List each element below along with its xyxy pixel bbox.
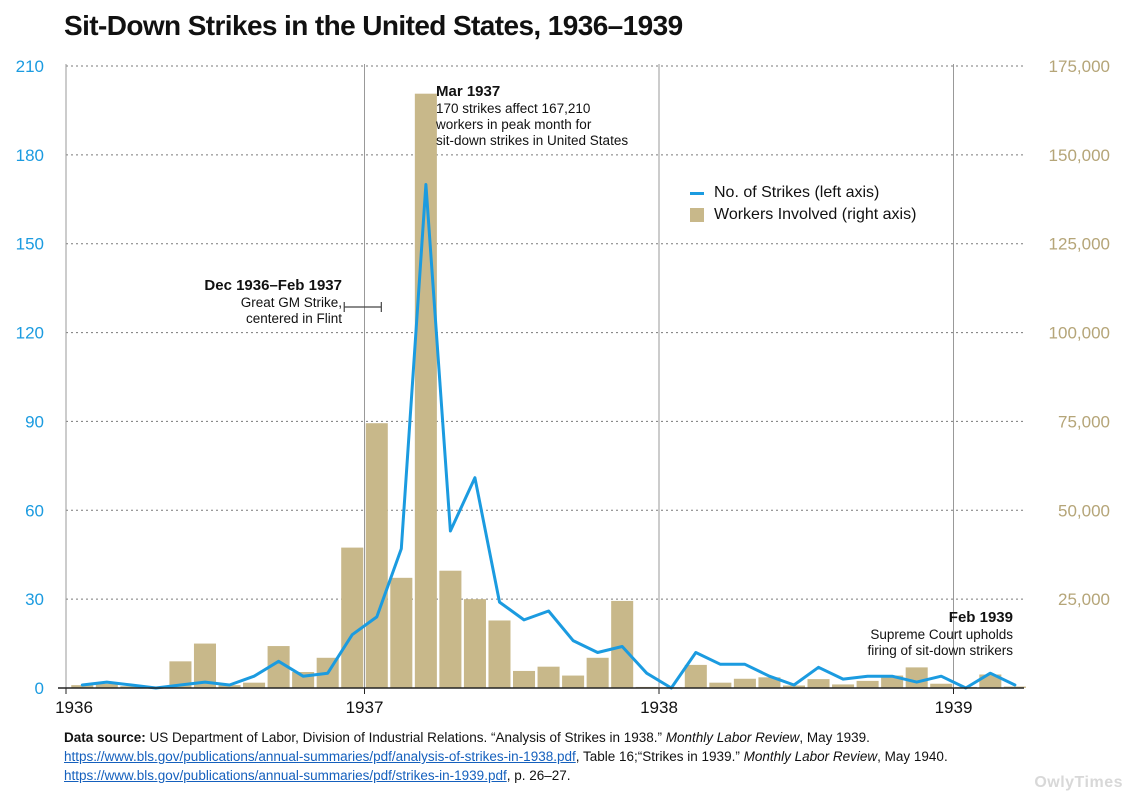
bar-workers-involved: [120, 686, 143, 688]
bar-workers-involved: [439, 570, 462, 688]
bar-workers-involved: [807, 679, 830, 688]
annotation-line: 170 strikes affect 167,210: [436, 101, 591, 116]
annotation-gm-strike: Dec 1936–Feb 1937 Great GM Strike, cente…: [160, 276, 342, 327]
bar-workers-involved: [586, 657, 609, 688]
annotation-heading: Mar 1937: [436, 83, 501, 100]
source-text: , p. 26–27.: [506, 768, 571, 783]
chart-title: Sit-Down Strikes in the United States, 1…: [64, 10, 683, 41]
right-axis-tick-label: 175,000: [1049, 57, 1110, 76]
bar-workers-involved: [709, 682, 732, 688]
bar-workers-involved: [684, 664, 707, 688]
left-axis-tick-label: 120: [16, 324, 44, 343]
bar-workers-involved: [243, 682, 266, 688]
bar-workers-involved: [856, 680, 879, 688]
chart-legend: No. of Strikes (left axis) Workers Invol…: [690, 182, 916, 226]
right-axis-tick-label: 75,000: [1058, 412, 1110, 431]
bar-workers-involved: [193, 643, 216, 688]
bar-workers-involved: [905, 667, 928, 688]
left-axis-tick-label: 150: [16, 235, 44, 254]
line-number-of-strikes: [80, 183, 1017, 690]
left-axis-tick-label: 180: [16, 146, 44, 165]
annotation-line: centered in Flint: [245, 311, 342, 326]
right-axis-tick-label: 125,000: [1049, 235, 1110, 254]
bar-workers-involved: [758, 677, 781, 688]
bar-workers-involved: [414, 93, 437, 689]
source-text: US Department of Labor, Division of Indu…: [145, 730, 666, 745]
left-axis-tick-label: 0: [35, 679, 44, 698]
right-axis-tick-label: 25,000: [1058, 590, 1110, 609]
x-axis-tick-label: 1937: [346, 698, 384, 717]
left-axis-tick-label: 90: [25, 412, 44, 431]
annotation-heading: Dec 1936–Feb 1937: [204, 277, 342, 294]
bar-workers-involved: [267, 646, 290, 688]
legend-label: No. of Strikes (left axis): [714, 184, 880, 201]
legend-bar-swatch: [690, 208, 704, 222]
bar-workers-involved: [513, 670, 536, 688]
bar-workers-involved: [782, 685, 805, 688]
bar-workers-involved: [930, 683, 953, 688]
source-link-1939[interactable]: https://www.bls.gov/publications/annual-…: [64, 768, 507, 783]
bar-workers-involved: [218, 685, 241, 688]
right-axis-tick-label: 100,000: [1049, 324, 1110, 343]
source-journal: Monthly Labor Review: [665, 730, 800, 745]
left-axis-tick-label: 30: [25, 590, 44, 609]
source-text: , May 1939.: [799, 730, 870, 745]
legend-line-swatch: [690, 191, 704, 195]
right-axis-tick-label: 150,000: [1049, 146, 1110, 165]
annotation-line: workers in peak month for: [436, 117, 592, 132]
bar-workers-involved: [488, 620, 511, 688]
legend-entry-workers: Workers Involved (right axis): [690, 204, 916, 226]
x-axis-tick-label: 1938: [640, 698, 678, 717]
source-journal: Monthly Labor Review: [743, 749, 878, 764]
left-axis-tick-label: 60: [25, 501, 44, 520]
source-label: Data source:: [64, 730, 146, 745]
bar-workers-involved: [611, 600, 634, 688]
right-axis-tick-label: 50,000: [1058, 501, 1110, 520]
x-axis-tick-label: 1939: [935, 698, 973, 717]
watermark-logo: OwlyTimes: [1034, 774, 1123, 791]
annotation-feb-1939: Feb 1939 Supreme Court upholds firing of…: [813, 608, 1013, 659]
legend-entry-strikes: No. of Strikes (left axis): [690, 182, 916, 204]
source-text: , Table 16;“Strikes in 1939.”: [575, 749, 744, 764]
annotation-line: Great GM Strike,: [240, 295, 342, 310]
legend-label: Workers Involved (right axis): [714, 206, 917, 223]
bar-workers-involved: [832, 684, 855, 688]
annotation-line: sit-down strikes in United States: [436, 133, 629, 148]
bar-workers-involved: [341, 547, 364, 688]
bar-workers-involved: [463, 599, 486, 688]
left-axis-tick-label: 210: [16, 57, 44, 76]
source-link-1938[interactable]: https://www.bls.gov/publications/annual-…: [64, 749, 576, 764]
data-source-note: Data source: US Department of Labor, Div…: [64, 728, 1054, 785]
bar-workers-involved: [537, 666, 560, 688]
annotation-heading: Feb 1939: [948, 609, 1013, 626]
x-axis-tick-label: 1936: [55, 698, 93, 717]
source-text: , May 1940.: [877, 749, 948, 764]
bar-workers-involved: [71, 685, 94, 688]
bar-workers-involved: [365, 423, 388, 688]
bar-workers-involved: [390, 577, 413, 688]
bar-workers-involved: [169, 661, 192, 688]
bar-workers-involved: [562, 675, 585, 688]
annotation-line: Supreme Court upholds: [870, 627, 1013, 642]
annotation-mar-1937: Mar 1937 170 strikes affect 167,210 work…: [436, 82, 628, 149]
bar-workers-involved: [733, 678, 756, 688]
bar-workers-involved: [95, 683, 118, 688]
annotation-line: firing of sit-down strikers: [867, 643, 1013, 658]
